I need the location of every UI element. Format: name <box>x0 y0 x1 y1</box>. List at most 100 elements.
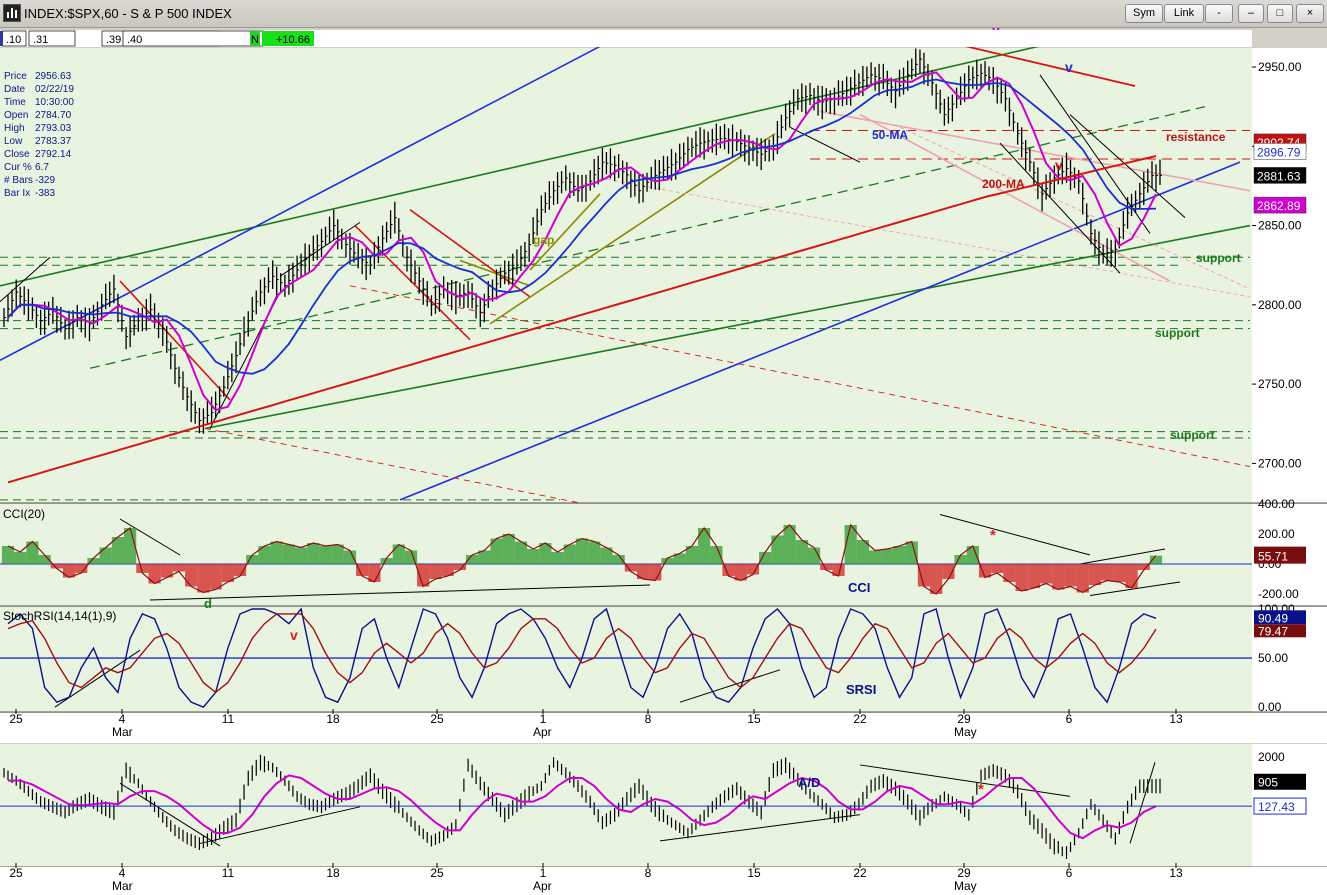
misc-button[interactable]: - <box>1205 4 1233 23</box>
toolbar-change-label: +10.66 <box>276 34 310 46</box>
data-series <box>0 48 1252 859</box>
srsi-tick-label: 50.00 <box>1258 651 1288 665</box>
data-window-value: 2784.70 <box>35 110 72 121</box>
ad-trend-2 <box>199 806 361 844</box>
data-window-value: 10:30:00 <box>35 97 74 108</box>
cci-bar <box>1027 564 1040 588</box>
lower-date-label: 18 <box>326 866 340 880</box>
upper-date-label: 22 <box>853 712 867 726</box>
cci-bar <box>380 558 393 564</box>
srsi-slow-value-box <box>1254 624 1306 638</box>
price-tick-label: 2950.00 <box>1258 60 1302 74</box>
cci-bar <box>820 564 833 570</box>
data-window-label: # Bars <box>4 175 33 186</box>
chart-canvas: 2950.002900.002850.002800.002750.002700.… <box>0 28 1327 895</box>
cci-bar <box>14 552 27 564</box>
cci-bar <box>978 564 992 578</box>
date-axis-strip <box>0 713 1327 743</box>
cci-bar <box>1088 564 1102 585</box>
date-axis-strip-bottom <box>0 867 1327 895</box>
cci-bar <box>1015 564 1028 591</box>
axis-strip-1 <box>1252 48 1327 503</box>
cci-bar <box>905 541 918 564</box>
cci-bar <box>38 555 51 564</box>
cci-bar <box>807 547 821 564</box>
cci-bar <box>966 546 979 564</box>
red-decline-1 <box>119 280 231 401</box>
cci-bar <box>893 546 906 564</box>
data-window-value: 02/22/19 <box>35 84 74 95</box>
cci-bar <box>698 528 711 564</box>
cci-bar <box>221 564 234 582</box>
cci-bar <box>881 549 894 564</box>
ad-trend-3 <box>659 814 861 842</box>
toolbar-change-box <box>262 31 314 46</box>
cci-bar <box>1052 564 1065 590</box>
cci-bar <box>991 564 1004 573</box>
pink-fan-1 <box>819 110 1251 192</box>
minimize-button[interactable]: – <box>1238 4 1264 23</box>
toolbar-cell-label: .40 <box>127 34 142 46</box>
cci-tick-label: -200.00 <box>1258 587 1299 601</box>
cci-bar <box>26 541 39 564</box>
maximize-button[interactable]: □ <box>1267 4 1293 23</box>
price-annotation-4: support <box>1196 251 1241 265</box>
lower-date-label: 4 <box>119 866 126 880</box>
cci-bar <box>1149 555 1163 564</box>
srsi-annotation-v: v <box>290 627 298 643</box>
price-tick-label: 2700.00 <box>1258 456 1302 470</box>
upper-date-label: 6 <box>1066 712 1073 726</box>
cci-bar <box>392 544 405 564</box>
toolbar-cell <box>28 30 76 47</box>
sym-button[interactable]: Sym <box>1125 4 1163 23</box>
data-window-value: 2793.03 <box>35 123 72 134</box>
olive-channel-2 <box>489 132 776 325</box>
cci-bar <box>1125 564 1138 588</box>
price-annotation-0: resistance <box>1166 130 1226 144</box>
srsi-fast-line <box>7 607 1157 708</box>
lower-date-label: 13 <box>1169 866 1183 880</box>
cci-bar <box>417 564 430 587</box>
annotations: resistance 50-MA 200-MA gap support support su… <box>3 28 1241 798</box>
cci-bar <box>844 525 857 564</box>
srsi-tick-label: 0.00 <box>1258 700 1282 714</box>
price-tag-box <box>1253 167 1307 184</box>
price-annotation-8: v <box>1065 59 1073 75</box>
srsi-slow-value-label: 79.47 <box>1258 624 1288 638</box>
cci-bar <box>954 555 967 564</box>
cci-bar <box>1 546 15 564</box>
red-dashed-fan-2 <box>349 285 1251 467</box>
close-button[interactable]: × <box>1296 4 1324 23</box>
lower-month-label: Mar <box>112 879 133 893</box>
link-button[interactable]: Link <box>1164 4 1204 23</box>
green-channel-upper <box>0 31 1101 287</box>
srsi-trend-2 <box>679 669 781 703</box>
upper-month-label: Apr <box>533 725 552 739</box>
price-annotation-3: gap <box>533 233 554 247</box>
ma-200-line <box>7 155 1157 484</box>
data-window-label: Low <box>4 136 23 147</box>
price-annotation-5: support <box>1155 326 1200 340</box>
cci-bar <box>685 546 699 564</box>
cci-bar <box>197 564 210 593</box>
toolbar-flag-box <box>250 31 260 46</box>
cci-annotation-d: d <box>204 596 212 611</box>
panel-bg-3 <box>0 607 1252 712</box>
price-tag-label: 2881.63 <box>1257 169 1301 183</box>
cci-bar <box>75 564 88 573</box>
cci-bar <box>795 540 808 564</box>
panel-bg-1 <box>0 48 1252 503</box>
upper-date-label: 4 <box>119 712 126 726</box>
blue-channel-lower <box>399 161 1241 501</box>
cci-bar <box>343 550 357 564</box>
cci-bar <box>612 555 625 564</box>
cci-bar <box>209 564 222 590</box>
lower-date-label: 29 <box>957 866 971 880</box>
srsi-slow-line <box>7 613 1157 694</box>
pink-fan-4 <box>599 177 1251 298</box>
red-downtrend-top <box>959 43 1136 87</box>
cci-bar <box>624 564 637 572</box>
cci-bar <box>282 544 295 564</box>
cci-bar <box>233 564 247 576</box>
toolbar-strip: .10 .31 .39 .40 N +10.66 <box>0 30 1252 47</box>
